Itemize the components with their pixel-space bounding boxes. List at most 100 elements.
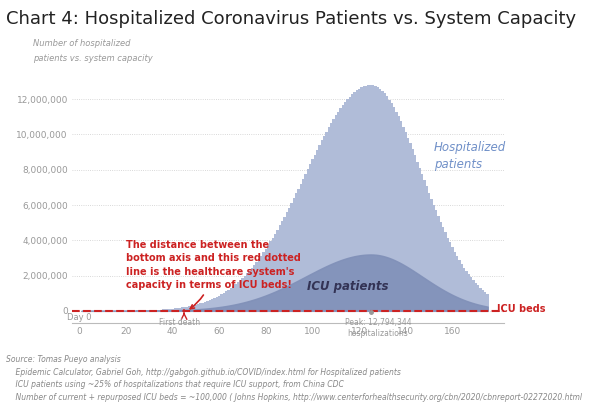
Bar xyxy=(319,145,320,311)
Bar xyxy=(236,282,239,311)
Bar xyxy=(440,222,442,311)
Bar xyxy=(447,238,449,311)
Text: Number of hospitalized: Number of hospitalized xyxy=(33,39,131,48)
Bar xyxy=(325,132,328,311)
Bar xyxy=(393,107,395,311)
Bar xyxy=(468,274,470,311)
Bar xyxy=(426,186,428,311)
Bar xyxy=(283,217,286,311)
Bar xyxy=(316,150,319,311)
Bar xyxy=(281,221,283,311)
Bar xyxy=(269,242,272,311)
Bar xyxy=(162,309,164,311)
Text: Peak: 12,794,344
hospitalizations: Peak: 12,794,344 hospitalizations xyxy=(344,318,411,338)
Bar xyxy=(379,89,382,311)
Bar xyxy=(256,262,257,311)
Bar xyxy=(262,252,265,311)
Bar xyxy=(479,288,482,311)
Bar xyxy=(169,309,171,311)
Bar xyxy=(253,265,256,311)
Bar xyxy=(449,242,451,311)
Bar xyxy=(437,216,440,311)
Bar xyxy=(194,305,197,311)
Bar xyxy=(304,174,307,311)
Bar xyxy=(430,199,433,311)
Bar xyxy=(298,189,299,311)
Bar xyxy=(225,291,227,311)
Bar xyxy=(384,93,386,311)
Bar xyxy=(403,126,405,311)
Text: Source: Tomas Pueyo analysis
    Epidemic Calculator, Gabriel Goh, http://gabgoh: Source: Tomas Pueyo analysis Epidemic Ca… xyxy=(6,356,582,402)
Bar xyxy=(286,212,288,311)
Bar xyxy=(463,267,466,311)
Bar xyxy=(416,162,419,311)
Bar xyxy=(487,294,489,311)
Bar xyxy=(445,232,447,311)
Bar xyxy=(351,94,353,311)
Bar xyxy=(204,302,206,311)
Bar xyxy=(143,310,146,311)
Bar xyxy=(139,310,141,311)
Bar xyxy=(330,123,332,311)
Bar xyxy=(456,256,458,311)
Bar xyxy=(458,260,461,311)
Bar xyxy=(400,121,403,311)
Bar xyxy=(377,87,379,311)
Bar xyxy=(382,91,384,311)
Bar xyxy=(260,256,262,311)
Bar xyxy=(157,310,160,311)
Bar xyxy=(372,85,374,311)
Bar xyxy=(461,264,463,311)
Bar xyxy=(466,271,468,311)
Text: Hospitalized
patients: Hospitalized patients xyxy=(434,141,506,170)
Bar xyxy=(477,286,479,311)
Bar xyxy=(277,229,278,311)
Bar xyxy=(407,138,409,311)
Bar xyxy=(365,86,367,311)
Bar xyxy=(395,112,398,311)
Bar xyxy=(213,298,215,311)
Bar xyxy=(211,299,213,311)
Text: Chart 4: Hospitalized Coronavirus Patients vs. System Capacity: Chart 4: Hospitalized Coronavirus Patien… xyxy=(6,10,576,28)
Bar xyxy=(342,105,344,311)
Text: ICU patients: ICU patients xyxy=(307,280,388,292)
Bar xyxy=(190,306,192,311)
Bar xyxy=(152,310,155,311)
Bar xyxy=(472,280,475,311)
Bar xyxy=(173,308,176,311)
Bar xyxy=(475,283,477,311)
Bar xyxy=(409,143,412,311)
Bar xyxy=(424,180,426,311)
Bar xyxy=(295,194,298,311)
Bar xyxy=(302,179,304,311)
Bar xyxy=(370,85,372,311)
Bar xyxy=(251,268,253,311)
Bar xyxy=(311,159,314,311)
Bar xyxy=(215,297,218,311)
Bar xyxy=(442,227,445,311)
Bar xyxy=(148,310,150,311)
Bar xyxy=(484,292,487,311)
Bar xyxy=(155,310,157,311)
Bar xyxy=(171,309,173,311)
Bar xyxy=(482,290,484,311)
Bar xyxy=(230,288,232,311)
Bar xyxy=(223,293,225,311)
Bar xyxy=(328,127,330,311)
Bar xyxy=(363,86,365,311)
Bar xyxy=(358,89,361,311)
Bar xyxy=(388,100,391,311)
Bar xyxy=(234,284,236,311)
Bar xyxy=(278,225,281,311)
Bar xyxy=(337,112,340,311)
Bar xyxy=(419,168,421,311)
Bar xyxy=(356,90,358,311)
Bar xyxy=(164,309,167,311)
Bar xyxy=(346,99,349,311)
Bar xyxy=(197,304,199,311)
Bar xyxy=(206,301,209,311)
Bar xyxy=(181,307,183,311)
Bar xyxy=(470,278,472,311)
Bar xyxy=(405,132,407,311)
Bar xyxy=(290,203,293,311)
